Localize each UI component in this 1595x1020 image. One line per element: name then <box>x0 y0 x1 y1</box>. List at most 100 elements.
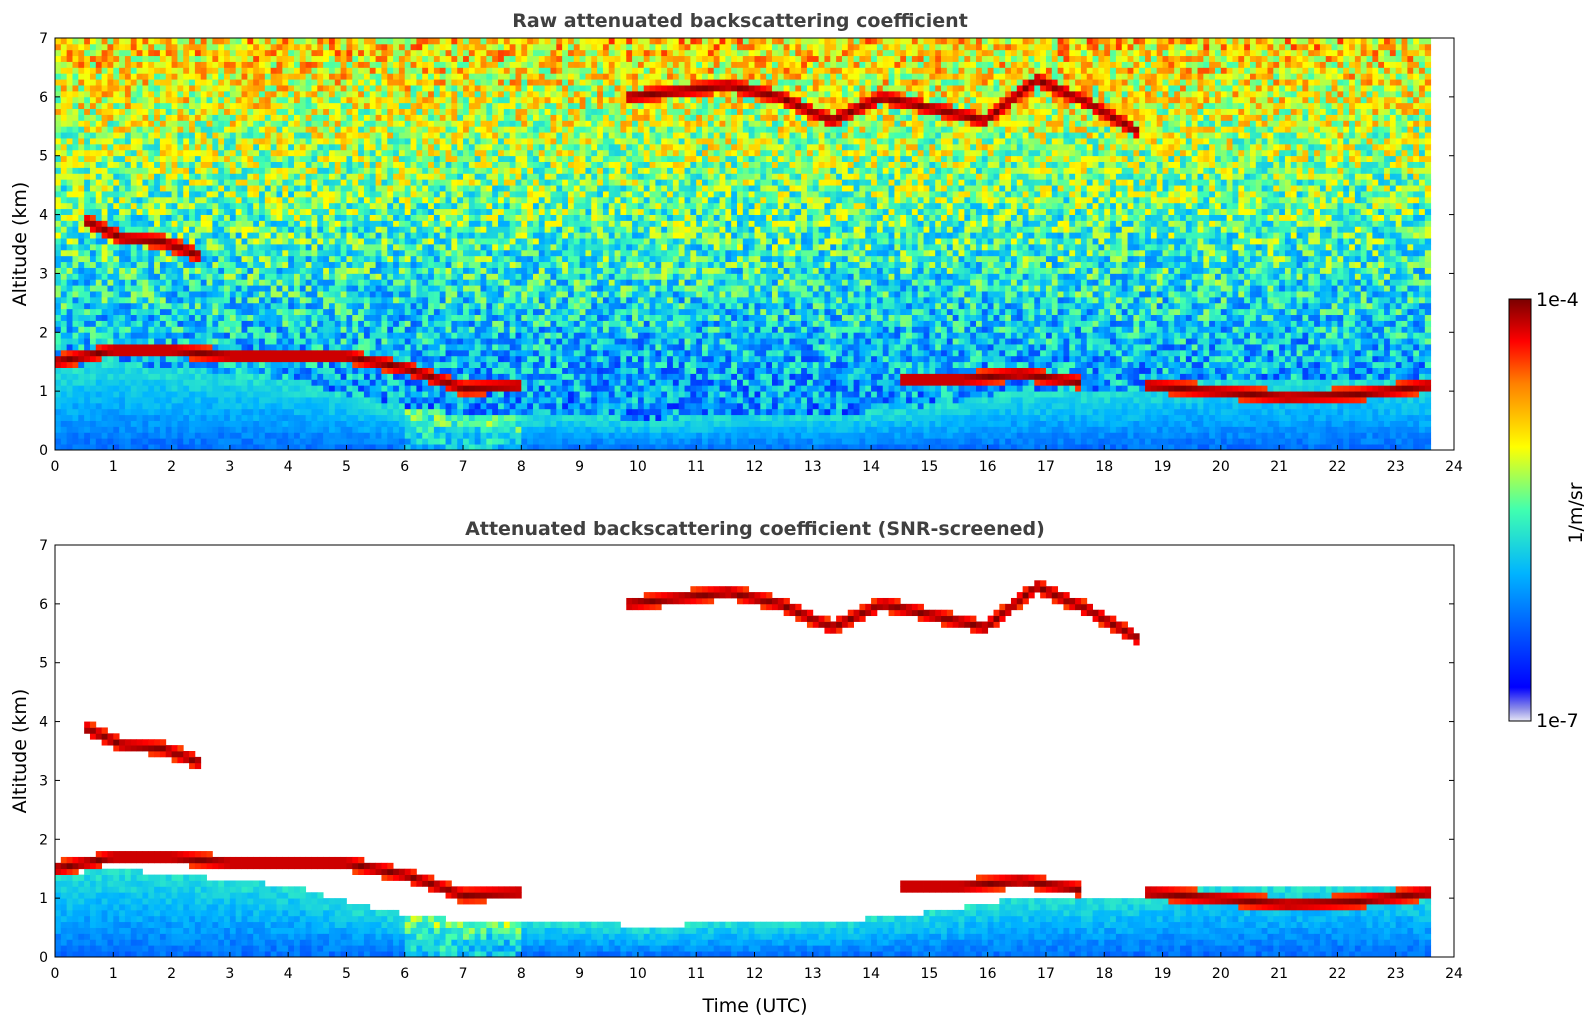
heatmap-cell <box>457 55 464 62</box>
heatmap-cell <box>206 214 213 221</box>
heatmap-cell <box>253 367 260 374</box>
heatmap-cell <box>224 191 231 198</box>
heatmap-cell <box>89 214 97 221</box>
heatmap-cell <box>55 291 62 298</box>
heatmap-cell <box>194 85 202 92</box>
heatmap-cell <box>66 126 73 133</box>
heatmap-cell <box>253 255 260 263</box>
heatmap-cell <box>66 132 73 139</box>
heatmap-cell <box>276 397 283 404</box>
heatmap-cell <box>451 108 458 115</box>
heatmap-cell <box>171 185 178 192</box>
heatmap-cell <box>422 338 429 345</box>
heatmap-cell <box>439 38 446 45</box>
heatmap-cell <box>78 132 85 139</box>
heatmap-cell <box>148 179 155 186</box>
heatmap-cell <box>194 161 202 168</box>
heatmap-cell <box>317 379 324 386</box>
heatmap-cell <box>148 155 155 162</box>
heatmap-cell <box>294 420 301 427</box>
heatmap-cell <box>340 326 347 333</box>
heatmap-cell <box>428 361 435 368</box>
heatmap-cell <box>299 308 307 316</box>
heatmap-cell <box>457 444 464 451</box>
heatmap-cell <box>358 226 365 233</box>
heatmap-cell <box>148 308 155 316</box>
heatmap-cell <box>393 432 400 439</box>
heatmap-cell <box>124 397 132 404</box>
heatmap-cell <box>416 143 423 151</box>
heatmap-cell <box>177 397 184 404</box>
heatmap-cell <box>148 208 155 215</box>
heatmap-cell <box>363 208 371 215</box>
heatmap-cell <box>247 279 254 286</box>
heatmap-cell <box>218 226 225 233</box>
heatmap-cell <box>294 349 301 357</box>
heatmap-cell <box>148 414 155 421</box>
heatmap-cell <box>393 379 400 386</box>
heatmap-cell <box>206 285 213 292</box>
heatmap-cell <box>253 332 260 339</box>
heatmap-cell <box>410 338 417 345</box>
heatmap-cell <box>334 114 342 121</box>
heatmap-cell <box>451 49 458 57</box>
heatmap-cell <box>171 402 178 410</box>
heatmap-cell <box>404 249 411 257</box>
heatmap-cell <box>439 326 446 333</box>
heatmap-cell <box>154 338 161 345</box>
heatmap-cell <box>55 214 62 221</box>
heatmap-cell <box>433 173 441 180</box>
heatmap-cell <box>288 43 295 51</box>
heatmap-cell <box>247 379 254 386</box>
heatmap-cell <box>393 191 400 198</box>
heatmap-cell <box>328 220 336 227</box>
heatmap-cell <box>468 361 476 368</box>
heatmap-cell <box>323 49 330 57</box>
heatmap-cell <box>189 226 196 233</box>
heatmap-cell <box>457 438 464 445</box>
heatmap-cell <box>130 261 138 268</box>
heatmap-cell <box>95 49 103 57</box>
heatmap-cell <box>387 261 394 268</box>
heatmap-cell <box>398 367 406 374</box>
heatmap-cell <box>218 38 225 45</box>
heatmap-cell <box>154 261 161 268</box>
heatmap-cell <box>66 196 73 204</box>
heatmap-cell <box>311 261 318 268</box>
heatmap-cell <box>101 149 108 157</box>
heatmap-cell <box>422 143 429 151</box>
heatmap-cell <box>433 261 441 268</box>
heatmap-cell <box>352 279 359 286</box>
heatmap-cell <box>276 355 283 363</box>
heatmap-cell <box>194 261 202 268</box>
heatmap-cell <box>194 73 202 80</box>
heatmap-cell <box>305 102 312 110</box>
heatmap-cell <box>433 185 441 192</box>
heatmap-cell <box>241 344 248 351</box>
heatmap-cell <box>463 379 470 386</box>
heatmap-cell <box>439 102 446 110</box>
heatmap-cell <box>428 355 435 363</box>
heatmap-cell <box>189 214 196 221</box>
heatmap-cell <box>66 185 73 192</box>
heatmap-cell <box>142 226 149 233</box>
heatmap-cell <box>89 391 97 398</box>
heatmap-cell <box>422 402 429 410</box>
heatmap-cell <box>101 55 108 62</box>
heatmap-cell <box>171 279 178 286</box>
heatmap-cell <box>352 96 359 104</box>
heatmap-cell <box>89 149 97 157</box>
heatmap-cell <box>259 349 266 357</box>
heatmap-cell <box>340 214 347 221</box>
heatmap-cell <box>101 267 108 274</box>
heatmap-cell <box>387 155 394 162</box>
heatmap-cell <box>148 196 155 204</box>
heatmap-cell <box>445 226 452 233</box>
heatmap-cell <box>323 238 330 245</box>
heatmap-cell <box>451 408 458 416</box>
heatmap-cell <box>276 238 283 245</box>
heatmap-cell <box>124 149 132 157</box>
heatmap-cell <box>212 67 219 74</box>
heatmap-cell <box>288 308 295 316</box>
heatmap-cell <box>136 420 143 427</box>
